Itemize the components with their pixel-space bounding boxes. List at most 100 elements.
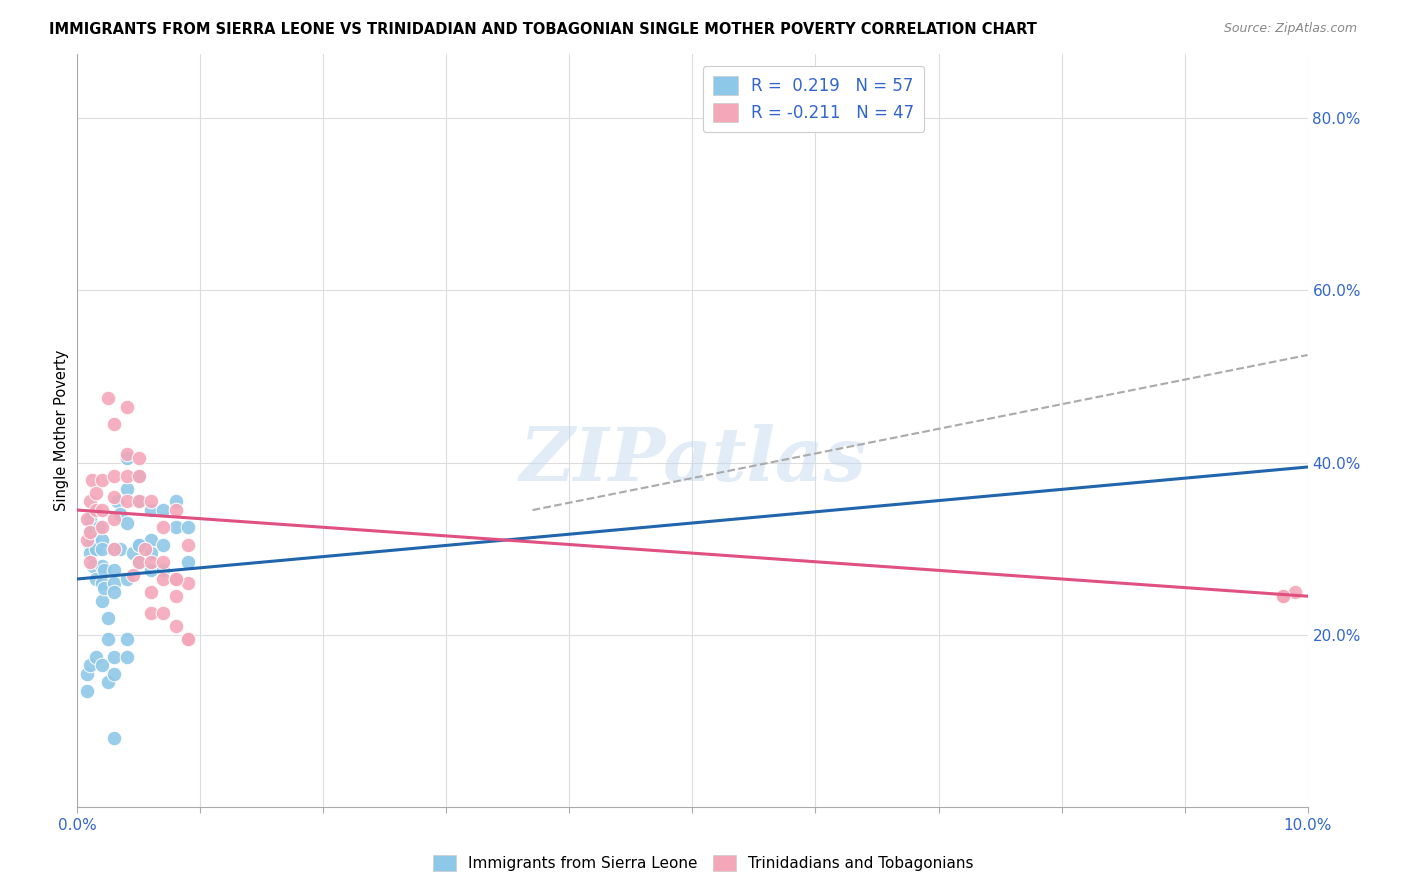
Point (103, 541, 125, 556)
Point (165, 494, 187, 508)
Point (79, 537, 101, 551)
Point (93, 581, 115, 595)
Point (82, 533, 104, 548)
Point (90, 503, 114, 517)
Point (90, 576, 114, 591)
Point (115, 516, 138, 530)
Point (79, 511, 101, 525)
Point (165, 619, 187, 633)
Point (141, 546, 163, 560)
Point (177, 576, 200, 591)
Point (76, 511, 98, 525)
Point (141, 563, 163, 577)
Point (105, 494, 128, 508)
Point (115, 451, 138, 466)
Point (79, 658, 101, 673)
Point (79, 555, 101, 569)
Point (115, 447, 138, 461)
Point (79, 546, 101, 560)
Point (103, 563, 125, 577)
Point (115, 468, 138, 483)
Point (103, 649, 125, 664)
Point (141, 494, 163, 508)
Point (177, 520, 200, 534)
Point (152, 537, 174, 551)
Point (103, 541, 125, 556)
Y-axis label: Single Mother Poverty: Single Mother Poverty (53, 350, 69, 511)
Point (90, 559, 114, 574)
Point (115, 494, 138, 508)
Text: Source: ZipAtlas.com: Source: ZipAtlas.com (1223, 22, 1357, 36)
Point (128, 537, 150, 551)
Point (121, 546, 143, 560)
Point (90, 533, 114, 548)
Point (90, 473, 114, 487)
Point (152, 555, 174, 569)
Point (115, 572, 138, 586)
Point (103, 731, 125, 746)
Point (90, 593, 114, 607)
Point (115, 649, 138, 664)
Point (177, 632, 200, 647)
Legend: Immigrants from Sierra Leone, Trinidadians and Tobagonians: Immigrants from Sierra Leone, Trinidadia… (426, 849, 980, 877)
Point (103, 666, 125, 681)
Point (97, 611, 120, 625)
Point (134, 541, 156, 556)
Point (84, 503, 107, 517)
Point (128, 494, 150, 508)
Point (110, 508, 132, 522)
Point (128, 494, 150, 508)
Point (79, 524, 101, 539)
Point (165, 503, 187, 517)
Point (177, 555, 200, 569)
Point (1272, 589, 1295, 603)
Point (97, 391, 120, 405)
Point (93, 563, 115, 577)
Point (152, 520, 174, 534)
Point (177, 537, 200, 551)
Point (141, 503, 163, 517)
Point (128, 468, 150, 483)
Point (152, 572, 174, 586)
Point (97, 632, 120, 647)
Point (128, 555, 150, 569)
Point (177, 632, 200, 647)
Point (141, 533, 163, 548)
Point (128, 537, 150, 551)
Legend: R =  0.219   N = 57, R = -0.211   N = 47: R = 0.219 N = 57, R = -0.211 N = 47 (703, 66, 924, 132)
Point (84, 486, 107, 500)
Point (76, 533, 98, 548)
Point (103, 576, 125, 591)
Point (84, 572, 107, 586)
Point (103, 468, 125, 483)
Point (128, 451, 150, 466)
Text: ZIPatlas: ZIPatlas (519, 425, 866, 497)
Point (89, 520, 111, 534)
Point (128, 468, 150, 483)
Point (90, 541, 114, 556)
Point (152, 563, 174, 577)
Point (90, 520, 114, 534)
Point (84, 541, 107, 556)
Point (128, 555, 150, 569)
Point (115, 482, 138, 496)
Point (1284, 585, 1306, 599)
Point (79, 524, 101, 539)
Point (165, 572, 187, 586)
Point (76, 684, 98, 698)
Point (84, 649, 107, 664)
Point (141, 585, 163, 599)
Point (121, 567, 143, 582)
Point (79, 494, 101, 508)
Point (103, 490, 125, 504)
Point (115, 400, 138, 414)
Point (97, 675, 120, 690)
Point (82, 559, 104, 574)
Point (82, 473, 104, 487)
Point (90, 658, 114, 673)
Point (103, 585, 125, 599)
Point (141, 607, 163, 621)
Point (103, 417, 125, 431)
Point (165, 520, 187, 534)
Point (76, 666, 98, 681)
